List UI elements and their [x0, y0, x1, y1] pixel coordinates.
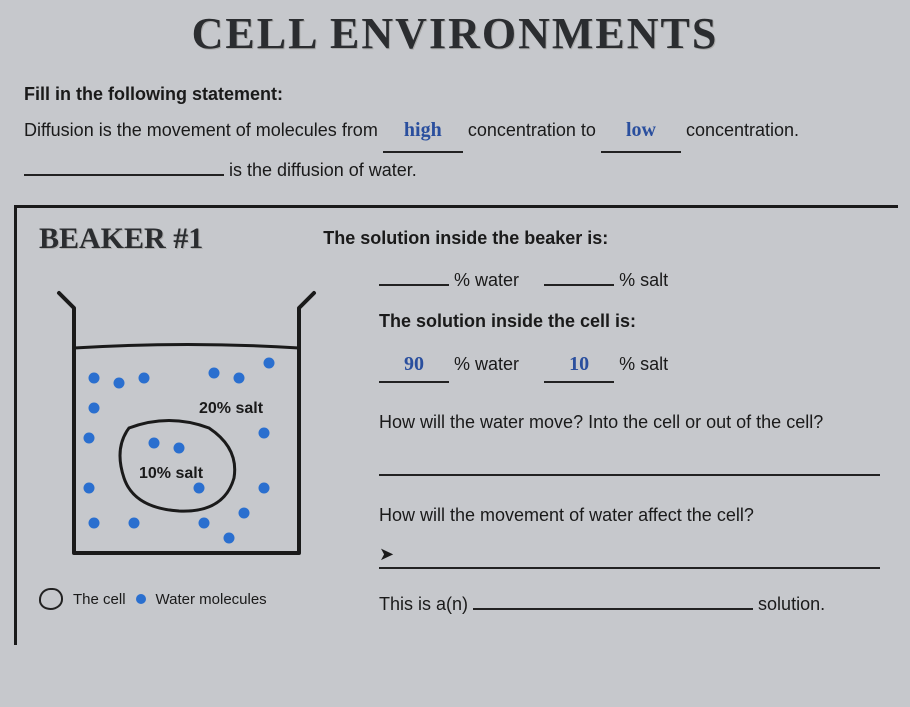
intro-section: Fill in the following statement: Diffusi…	[0, 77, 910, 187]
water-molecule-dot	[209, 368, 220, 379]
water-molecule-dot	[89, 403, 100, 414]
water-molecule-dot	[194, 483, 205, 494]
water-molecule-dot	[239, 508, 250, 519]
intro-line-2: is the diffusion of water.	[24, 153, 886, 187]
water-molecule-dot	[174, 443, 185, 454]
q1-salt-label: % salt	[619, 270, 668, 290]
q1-water-label: % water	[454, 270, 519, 290]
cell-icon	[39, 588, 63, 610]
q1-answers: % water % salt	[379, 267, 880, 294]
intro-text-1b: concentration to	[468, 120, 596, 140]
water-line	[74, 345, 299, 349]
q5-text-a: This is a(n)	[379, 594, 468, 614]
q5-line: This is a(n) solution.	[379, 591, 880, 618]
q4-answer-line[interactable]: ➤	[379, 543, 880, 569]
water-molecule-dot	[259, 483, 270, 494]
q2-water-blank[interactable]: 90	[379, 349, 449, 383]
q1-water-blank[interactable]	[379, 282, 449, 286]
q5-blank[interactable]	[473, 606, 753, 610]
q1-salt-blank[interactable]	[544, 282, 614, 286]
q2-answers: 90 % water 10 % salt	[379, 349, 880, 383]
water-molecule-dot	[129, 518, 140, 529]
water-molecule-dot	[264, 358, 275, 369]
beaker-svg: 20% salt 10% salt	[39, 263, 339, 573]
intro-text-1c: concentration.	[686, 120, 799, 140]
q1-label: The solution inside the beaker is:	[323, 222, 608, 249]
q4-label: How will the movement of water affect th…	[379, 502, 880, 529]
beaker-panel: BEAKER #1 The solution inside the beaker…	[14, 205, 898, 645]
water-molecule-dot	[84, 433, 95, 444]
intro-text-2: is the diffusion of water.	[229, 160, 417, 180]
q2-salt-label: % salt	[619, 354, 668, 374]
water-molecule-dot	[224, 533, 235, 544]
beaker-heading: BEAKER #1	[39, 222, 203, 257]
beaker-salt-label: 20% salt	[199, 400, 264, 417]
blank-osmosis[interactable]	[24, 172, 224, 176]
diagram-legend: The cell Water molecules	[39, 588, 349, 610]
water-molecule-dot	[89, 518, 100, 529]
blank-low[interactable]: low	[601, 111, 681, 153]
water-molecule-dot	[259, 428, 270, 439]
intro-prompt: Fill in the following statement:	[24, 77, 886, 111]
cursor-icon: ➤	[379, 541, 394, 568]
intro-line-1: Diffusion is the movement of molecules f…	[24, 111, 886, 153]
water-dots	[84, 358, 275, 544]
intro-text-1a: Diffusion is the movement of molecules f…	[24, 120, 378, 140]
water-molecule-dot	[149, 438, 160, 449]
water-molecule-dot	[234, 373, 245, 384]
page-title: CELL ENVIRONMENTS	[0, 8, 910, 59]
q2-water-label: % water	[454, 354, 519, 374]
legend-water-label: Water molecules	[156, 591, 267, 608]
worksheet-page: CELL ENVIRONMENTS Fill in the following …	[0, 0, 910, 707]
q5-text-b: solution.	[758, 594, 825, 614]
water-molecule-dot	[139, 373, 150, 384]
beaker-diagram: 20% salt 10% salt The cell Water molecul…	[39, 263, 349, 632]
blank-high[interactable]: high	[383, 111, 463, 153]
questions-column: % water % salt The solution inside the c…	[379, 263, 880, 632]
water-molecule-dot	[199, 518, 210, 529]
legend-cell-label: The cell	[73, 591, 126, 608]
cell-salt-label: 10% salt	[139, 465, 204, 482]
water-dot-icon	[136, 594, 146, 604]
panel-body: 20% salt 10% salt The cell Water molecul…	[39, 263, 880, 632]
q2-label: The solution inside the cell is:	[379, 308, 880, 335]
q3-label: How will the water move? Into the cell o…	[379, 409, 880, 436]
water-molecule-dot	[114, 378, 125, 389]
q2-salt-blank[interactable]: 10	[544, 349, 614, 383]
water-molecule-dot	[84, 483, 95, 494]
q3-answer-line[interactable]	[379, 450, 880, 476]
water-molecule-dot	[89, 373, 100, 384]
